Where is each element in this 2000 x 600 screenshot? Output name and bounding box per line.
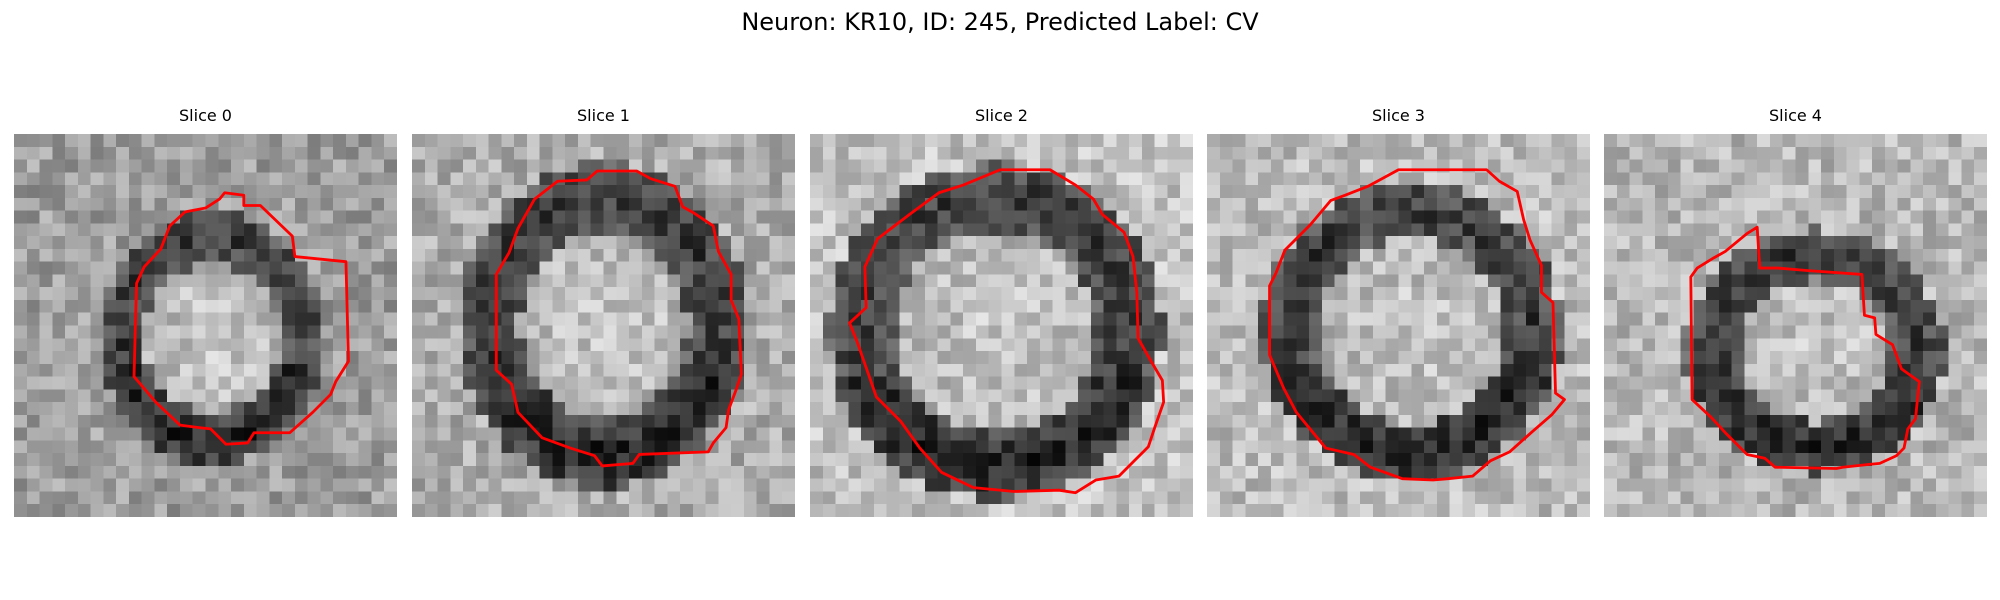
slice-image	[810, 134, 1193, 517]
figure-title: Neuron: KR10, ID: 245, Predicted Label: …	[741, 8, 1259, 36]
slice-title: Slice 1	[577, 106, 630, 125]
slice-image	[1207, 134, 1590, 517]
slice-panel-4: Slice 4	[1604, 106, 1987, 517]
slice-panel-3: Slice 3	[1207, 106, 1590, 517]
segmentation-contour	[848, 168, 1166, 495]
slice-pixels	[1207, 134, 1590, 517]
slice-title: Slice 0	[179, 106, 232, 125]
slice-pixels	[1604, 134, 1987, 517]
slice-image	[412, 134, 795, 517]
segmentation-contour	[1689, 225, 1921, 470]
slice-title: Slice 2	[975, 106, 1028, 125]
segmentation-contour	[132, 191, 350, 446]
slice-title: Slice 3	[1372, 106, 1425, 125]
slice-pixels	[810, 134, 1193, 517]
slice-panel-0: Slice 0	[14, 106, 397, 517]
slice-panel-1: Slice 1	[412, 106, 795, 517]
slice-pixels	[412, 134, 795, 517]
slice-pixels	[14, 134, 397, 517]
slice-title: Slice 4	[1769, 106, 1822, 125]
segmentation-contour	[1268, 168, 1566, 482]
slice-image	[14, 134, 397, 517]
slice-panel-2: Slice 2	[810, 106, 1193, 517]
segmentation-contour	[494, 169, 743, 468]
slice-image	[1604, 134, 1987, 517]
